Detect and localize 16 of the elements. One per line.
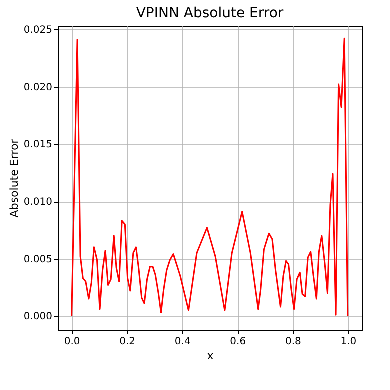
y-tick-label: 0.000 — [24, 312, 52, 323]
x-tick-label: 0.8 — [285, 336, 302, 348]
x-tick-label: 0.4 — [174, 336, 191, 348]
x-tick-label: 0.2 — [120, 336, 136, 348]
y-tick-label: 0.020 — [24, 82, 52, 94]
line-series — [71, 38, 349, 317]
y-tick-label: 0.015 — [24, 140, 52, 151]
chart-title: VPINN Absolute Error — [136, 5, 284, 22]
x-tick-label: 0.6 — [230, 336, 246, 348]
x-tick-label: 0.0 — [64, 336, 80, 348]
x-tick-label: 1.0 — [340, 336, 357, 348]
x-axis-title: x — [207, 350, 214, 362]
y-tick-label: 0.025 — [24, 24, 52, 36]
y-tick-label: 0.010 — [24, 197, 52, 208]
y-tick-label: 0.005 — [24, 254, 52, 266]
y-axis-title: Absolute Error — [8, 138, 21, 218]
